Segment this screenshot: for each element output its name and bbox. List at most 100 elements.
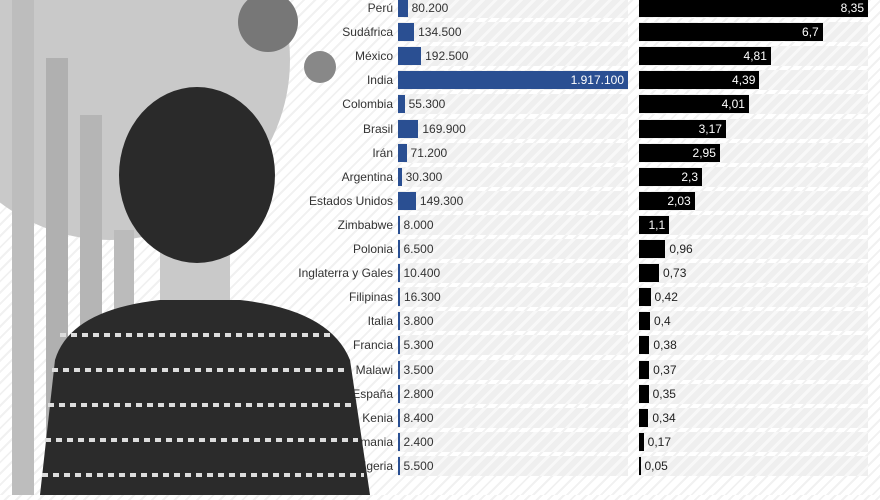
cases-bar (398, 167, 402, 186)
country-label: Colombia (342, 97, 393, 112)
rate-bar (639, 191, 695, 210)
country-label: Brasil (362, 121, 393, 136)
rate-value-label: 0,05 (644, 458, 668, 473)
cases-bar (398, 215, 400, 234)
row-background (398, 190, 628, 211)
row-background (639, 383, 868, 404)
cases-bar (398, 119, 419, 138)
country-label: España (352, 386, 393, 401)
row-background (639, 214, 868, 235)
cases-value-label: 192.500 (425, 49, 469, 64)
cases-value-label: 55.300 (408, 97, 446, 112)
cases-value-label: 1.917.100 (570, 73, 624, 88)
cases-bar (398, 360, 400, 379)
rate-value-label: 2,3 (681, 169, 699, 184)
cases-bar (398, 312, 400, 331)
row-background (398, 239, 628, 259)
row-background (639, 335, 868, 356)
row-background (398, 166, 628, 187)
country-label: Kenia (362, 410, 393, 425)
rate-bar (639, 288, 651, 307)
country-label: Zimbabwe (337, 217, 393, 232)
country-label: India (366, 73, 393, 88)
cases-value-label: 16.300 (403, 290, 441, 305)
rate-value-label: 4,81 (743, 49, 767, 64)
cases-value-label: 5.300 (403, 338, 434, 353)
rate-bar (639, 360, 650, 379)
rate-value-label: 0,17 (647, 434, 672, 449)
cases-value-label: 8.400 (403, 410, 434, 425)
row-background (398, 142, 628, 163)
cases-value-label: 80.200 (411, 1, 449, 15)
cases-bar (398, 95, 405, 114)
country-label: México (354, 49, 393, 64)
row-background (398, 118, 628, 139)
boy-figure (40, 87, 370, 495)
row-background (398, 263, 628, 284)
cases-value-label: 2.800 (403, 386, 434, 401)
cases-value-label: 10.400 (403, 266, 441, 281)
rate-value-label: 8,35 (840, 1, 864, 15)
cases-value-label: 2.400 (403, 434, 434, 449)
rate-value-label: 0,73 (663, 266, 687, 281)
row-background (639, 239, 868, 259)
cases-bar (398, 143, 407, 162)
cases-bar (398, 408, 400, 427)
cases-value-label: 30.300 (405, 169, 443, 184)
row-background (639, 263, 868, 284)
country-label: Argentina (341, 169, 393, 184)
cases-bar (398, 288, 400, 307)
rate-bar (639, 432, 644, 451)
boy-illustration (0, 0, 400, 495)
cases-bar (398, 23, 415, 42)
rate-bar (639, 47, 771, 66)
row-background (639, 190, 868, 211)
cases-value-label: 3.500 (403, 362, 434, 377)
row-background (398, 46, 628, 67)
row-background (639, 359, 868, 380)
cases-bar (398, 336, 400, 355)
row-background (639, 431, 868, 452)
rate-value-label: 0,4 (653, 314, 671, 329)
rate-bar (639, 23, 823, 42)
row-background (398, 22, 628, 43)
country-label: Polonia (352, 242, 393, 256)
cases-value-label: 6.500 (403, 242, 434, 256)
cases-value-label: 169.900 (422, 121, 466, 136)
cases-value-label: 149.300 (419, 193, 464, 208)
cases-bar (398, 47, 422, 66)
row-background (398, 214, 628, 235)
rate-value-label: 3,17 (698, 121, 722, 136)
rate-value-label: 4,39 (732, 73, 756, 88)
rate-value-label: 0,38 (653, 338, 677, 353)
row-background (398, 407, 628, 428)
cases-bar (398, 264, 400, 283)
rate-bar (639, 143, 720, 162)
cases-value-label: 3.800 (403, 314, 434, 329)
cases-value-label: 8.000 (403, 217, 434, 232)
country-label: Inglaterra y Gales (298, 266, 393, 281)
rate-value-label: 2,03 (667, 193, 691, 208)
rate-bar (639, 0, 868, 17)
row-background (398, 0, 628, 18)
rate-bar (639, 336, 650, 355)
rate-value-label: 0,37 (653, 362, 677, 377)
cases-value-label: 134.500 (418, 25, 462, 40)
cases-bar (398, 432, 400, 451)
rate-bar (639, 215, 670, 234)
rate-value-label: 6,7 (802, 25, 819, 40)
country-label: Francia (352, 338, 393, 353)
rate-value-label: 0,42 (654, 290, 678, 305)
row-background (639, 287, 868, 308)
cases-bar (398, 384, 400, 403)
rate-bar (639, 264, 660, 283)
rate-value-label: 1,1 (648, 217, 666, 232)
background-bars-graphic (0, 0, 290, 495)
rate-bar (639, 167, 703, 186)
country-label: Nigeria (354, 458, 393, 473)
cases-value-label: 5.500 (403, 458, 434, 473)
row-background (639, 311, 868, 332)
rate-bar (639, 240, 666, 258)
rate-value-label: 0,96 (669, 242, 693, 256)
row-background (398, 311, 628, 332)
